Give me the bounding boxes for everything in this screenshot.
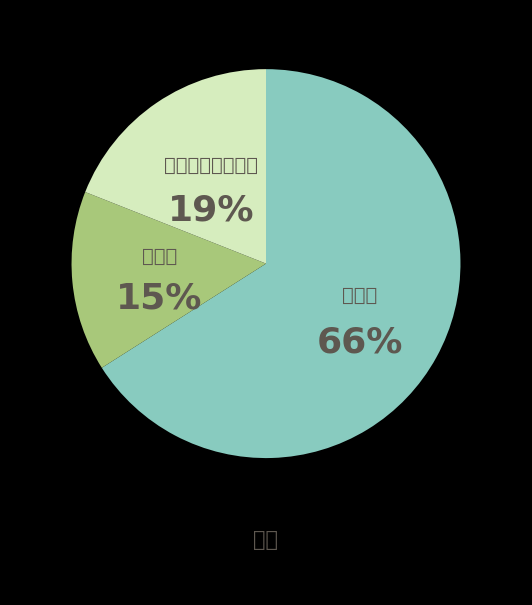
Text: 15%: 15% <box>117 282 203 316</box>
Text: 66%: 66% <box>317 325 403 359</box>
Wedge shape <box>102 69 461 458</box>
Text: 主婦・定年後など: 主婦・定年後など <box>164 156 259 175</box>
Wedge shape <box>71 192 266 368</box>
Wedge shape <box>85 69 266 264</box>
Text: 職業: 職業 <box>254 530 278 550</box>
Text: 19%: 19% <box>168 194 255 227</box>
Text: その他: その他 <box>142 247 177 266</box>
Text: 社会人: 社会人 <box>342 286 377 305</box>
